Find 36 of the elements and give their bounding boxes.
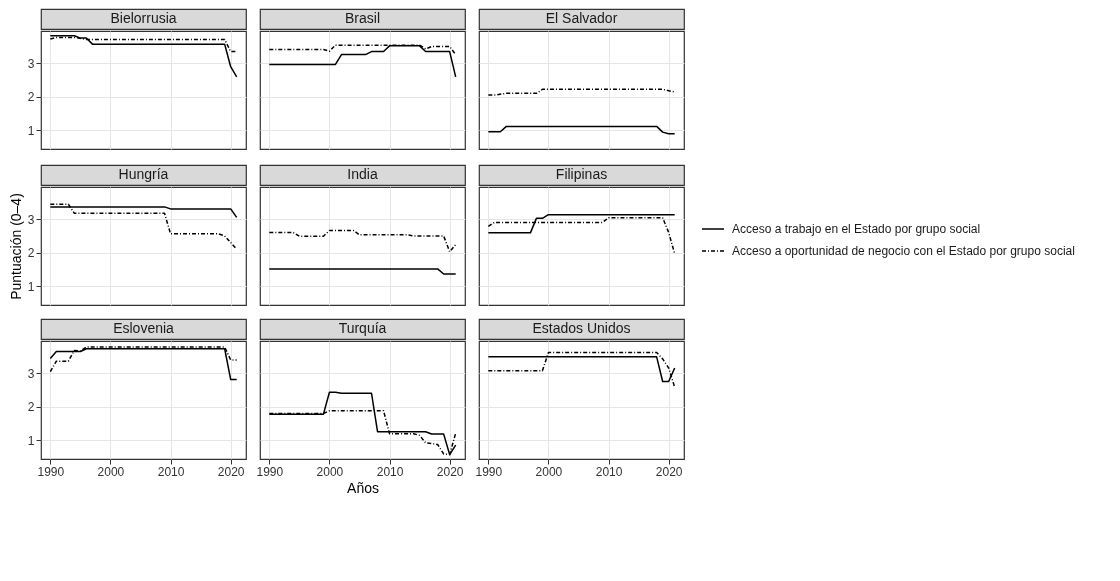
- x-tick-label: 2000: [535, 464, 563, 479]
- x-tick-label: 2010: [376, 464, 404, 479]
- x-tick-label: 2020: [655, 464, 683, 479]
- x-tick-label: 2000: [316, 464, 344, 479]
- chart-title: Hungría: [118, 166, 169, 182]
- x-tick-label: 1990: [37, 464, 65, 479]
- chart-title: Filipinas: [555, 166, 608, 182]
- x-tick-label: 2010: [157, 464, 185, 479]
- chart-title: Bielorrusia: [110, 10, 177, 26]
- x-axis-title: Años: [347, 479, 379, 496]
- x-tick-label: 2010: [595, 464, 623, 479]
- y-tick-label: 1: [27, 123, 35, 138]
- x-tick-label: 1990: [475, 464, 503, 479]
- legend-label: Acceso a oportunidad de negocio con el Estado por grupo social: [732, 244, 1075, 258]
- x-tick-label: 2020: [436, 464, 464, 479]
- x-tick-label: 1990: [256, 464, 284, 479]
- chart-title: Eslovenia: [113, 320, 175, 336]
- line-series: [49, 348, 238, 381]
- line-series: [49, 34, 238, 78]
- y-tick-label: 3: [27, 56, 35, 71]
- chart-title: India: [347, 166, 378, 182]
- legend-label: Acceso a trabajo en el Estado por grupo social: [732, 222, 981, 236]
- y-tick-label: 3: [27, 366, 35, 381]
- y-axis-title: Puntuación (0–4): [7, 193, 24, 300]
- y-tick-label: 1: [27, 433, 35, 448]
- chart-title: Brasil: [344, 10, 381, 26]
- chart-title: Turquía: [338, 320, 387, 336]
- y-tick-label: 3: [27, 212, 35, 227]
- y-tick-label: 2: [27, 90, 35, 105]
- x-tick-label: 2000: [97, 464, 125, 479]
- y-tick-label: 2: [27, 400, 35, 415]
- chart-title: Estados Unidos: [532, 320, 631, 336]
- x-tick-label: 2020: [217, 464, 245, 479]
- y-tick-label: 1: [27, 279, 35, 294]
- chart-title: El Salvador: [545, 10, 618, 26]
- y-tick-label: 2: [27, 246, 35, 261]
